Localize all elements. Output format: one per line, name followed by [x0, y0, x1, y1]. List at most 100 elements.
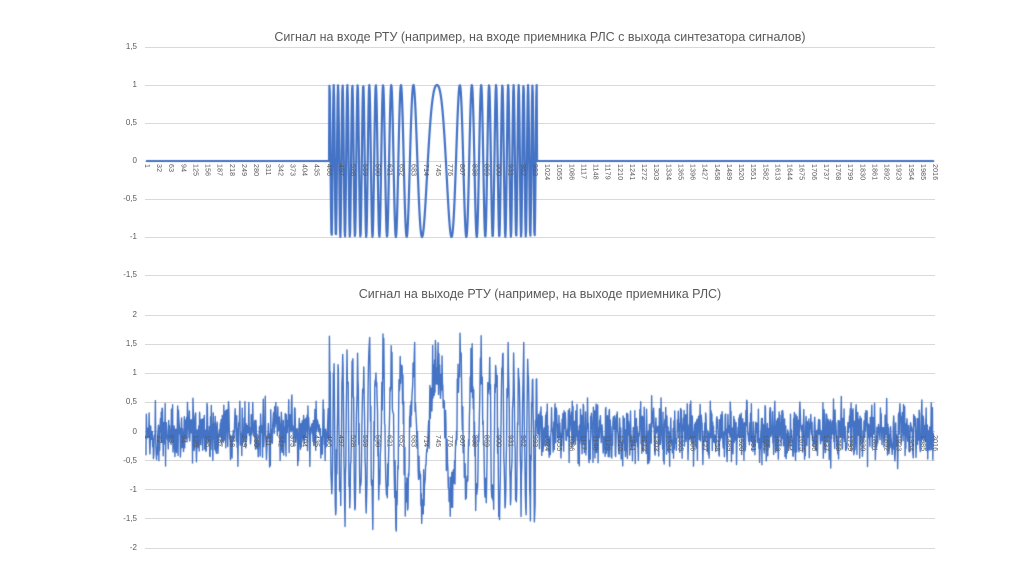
x-axis-tick-label: 807	[458, 434, 466, 447]
x-axis-tick-label: 1334	[664, 164, 672, 181]
x-axis-tick-label: 621	[385, 164, 393, 177]
y-axis-tick-label: -1,5	[123, 270, 137, 279]
x-axis-tick-label: 218	[227, 434, 235, 447]
x-axis-tick-label: 900	[494, 434, 502, 447]
x-axis-tick-label: 342	[276, 434, 284, 447]
x-axis-tick-label: 280	[252, 434, 260, 447]
x-axis-tick-label: 1	[143, 434, 150, 439]
x-axis-tick-label: 807	[458, 164, 466, 177]
x-axis-tick-label: 1799	[846, 164, 854, 181]
x-axis-tick-label: 993	[530, 164, 538, 177]
x-axis-tick-label: 2016	[931, 164, 938, 181]
x-axis-tick-label: 652	[397, 434, 405, 447]
y-axis-tick-label: -0,5	[123, 455, 137, 465]
x-axis-tick-label: 1830	[858, 434, 866, 451]
x-axis-tick-label: 1210	[615, 164, 623, 181]
x-axis-tick-label: 1334	[664, 434, 672, 451]
x-axis-tick-label: 1892	[882, 164, 890, 181]
x-axis-tick-label: 1396	[688, 164, 696, 181]
y-axis-tick-label: -1	[129, 484, 137, 494]
x-axis-tick-label: 1427	[700, 164, 708, 181]
x-axis-tick-label: 1458	[712, 434, 720, 451]
x-axis-tick-label: 1985	[918, 434, 926, 451]
y-gridline	[145, 547, 935, 549]
x-axis-tick-label: 1830	[858, 164, 866, 181]
x-axis-tick-label: 776	[446, 164, 454, 177]
x-axis-tick-label: 156	[203, 434, 211, 447]
x-axis-tick-label: 1737	[821, 434, 829, 451]
x-axis-tick-label: 1	[143, 164, 150, 169]
x-axis-tick-label: 1954	[906, 434, 914, 451]
x-axis-tick-label: 280	[252, 164, 260, 177]
x-axis-tick-label: 1706	[809, 434, 817, 451]
input-signal-plot-area	[145, 46, 935, 276]
x-axis-tick-label: 1179	[603, 164, 611, 180]
y-gridline	[145, 274, 935, 276]
x-axis-tick-label: 1458	[712, 164, 720, 181]
x-axis-tick-label: 621	[385, 434, 393, 447]
x-axis-tick-label: 683	[409, 164, 417, 177]
x-axis-tick-label: 94	[179, 434, 187, 443]
y-axis-tick-label: 0,5	[125, 397, 137, 407]
x-axis-tick-label: 559	[361, 434, 369, 447]
x-axis-tick-label: 1954	[906, 164, 914, 181]
y-axis-tick-label: -0,5	[123, 194, 137, 203]
y-axis-tick-label: 1	[132, 368, 137, 378]
x-axis-tick-label: 1706	[809, 164, 817, 181]
x-axis-tick-label: 1675	[797, 164, 805, 181]
x-axis-tick-label: 590	[373, 164, 381, 177]
x-axis-tick-label: 1489	[724, 434, 732, 451]
x-axis-tick-label: 1272	[640, 434, 648, 451]
x-axis-tick-label: 869	[482, 164, 490, 177]
x-axis-tick-label: 373	[288, 434, 296, 447]
x-axis-tick-label: 1024	[543, 164, 551, 181]
x-axis-tick-label: 900	[494, 164, 502, 177]
x-axis-tick-label: 745	[433, 434, 441, 447]
x-axis-tick-label: 1241	[627, 434, 635, 451]
x-axis-tick-label: 993	[530, 434, 538, 447]
x-axis-tick-label: 1489	[724, 164, 732, 181]
y-axis-tick-label: 1,5	[125, 339, 137, 349]
x-axis-tick-label: 745	[433, 164, 441, 177]
x-axis-tick-label: 1644	[785, 164, 793, 181]
x-axis-tick-label: 1148	[591, 434, 599, 451]
output-waveform-canvas	[145, 315, 935, 548]
y-axis-tick-label: 1	[132, 80, 137, 89]
y-axis-tick-label: -2	[129, 543, 137, 552]
x-axis-tick-label: 311	[264, 434, 272, 447]
x-axis-tick-label: 528	[349, 434, 357, 447]
y-axis-tick-label: 0	[132, 156, 137, 165]
input-waveform-canvas	[145, 47, 935, 275]
x-axis-tick-label: 869	[482, 434, 490, 447]
x-axis-tick-label: 1768	[834, 164, 841, 181]
x-axis-tick-label: 838	[470, 164, 478, 177]
x-axis-tick-label: 1861	[870, 434, 878, 451]
x-axis-tick-label: 218	[227, 164, 235, 177]
x-axis-tick-label: 1024	[543, 434, 551, 451]
x-axis-tick-label: 1613	[773, 164, 781, 181]
x-axis-tick-label: 1148	[591, 164, 599, 180]
y-axis-tick-label: -1,5	[123, 513, 137, 523]
x-axis-tick-label: 435	[312, 164, 320, 177]
x-axis-tick-label: 1179	[603, 434, 611, 451]
x-axis-tick-label: 1985	[918, 164, 926, 181]
x-axis-tick-label: 156	[203, 164, 211, 177]
x-axis-tick-label: 714	[421, 434, 429, 447]
y-axis-tick-label: 0,5	[125, 118, 137, 127]
x-axis-tick-label: 1117	[579, 164, 587, 180]
x-axis-tick-label: 466	[324, 434, 332, 447]
output-signal-chart-title: Сигнал на выходе РТУ (например, на выход…	[358, 287, 722, 301]
x-axis-tick-label: 1520	[737, 164, 745, 181]
x-axis-tick-label: 962	[518, 434, 526, 447]
x-axis-tick-label: 1303	[652, 164, 660, 181]
x-axis-tick-label: 187	[215, 434, 223, 447]
x-axis-tick-label: 1582	[761, 164, 769, 181]
x-axis-tick-label: 559	[361, 164, 369, 177]
x-axis-tick-label: 373	[288, 164, 296, 177]
x-axis-tick-label: 1427	[700, 434, 708, 451]
output-signal-plot-area	[145, 314, 935, 549]
x-axis-tick-label: 94	[179, 164, 187, 173]
y-axis-tick-label: 1,5	[125, 42, 137, 51]
x-axis-tick-label: 404	[300, 434, 308, 447]
